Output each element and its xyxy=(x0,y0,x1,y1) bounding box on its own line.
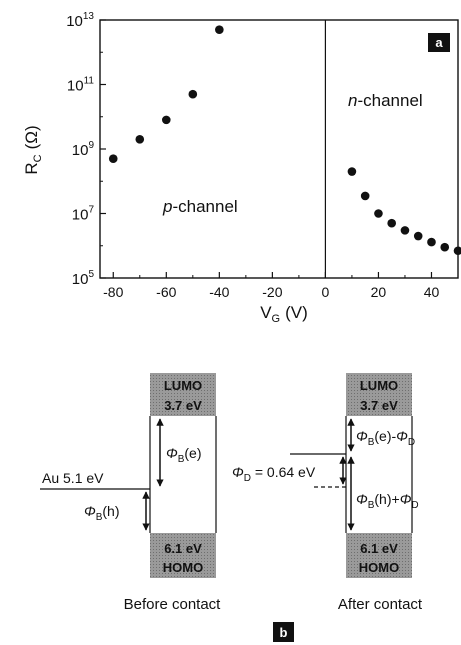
data-point xyxy=(188,89,198,99)
panel-b-badge xyxy=(273,622,294,642)
panel-a-badge xyxy=(428,33,450,52)
lumo-energy: 3.7 eV xyxy=(164,398,202,413)
data-point xyxy=(427,237,436,247)
y-axis-title: RC(Ω) xyxy=(22,125,44,174)
y-tick-label: 1013 xyxy=(66,11,94,30)
x-tick-label: -40 xyxy=(209,284,229,300)
diagram-before-contact: LUMO 3.7 eV 6.1 eV HOMO Au 5.1 eV ΦB(e) … xyxy=(40,373,221,613)
panel-a-label: a xyxy=(435,35,443,50)
data-point xyxy=(440,242,450,252)
x-tick-label: 40 xyxy=(424,284,440,300)
diagram-after-contact: LUMO 3.7 eV 6.1 eV HOMO ΦD = 0.64 eV ΦB(… xyxy=(232,373,423,613)
homo-energy: 6.1 eV xyxy=(360,541,398,556)
y-tick-label: 105 xyxy=(72,269,95,288)
caption-before-contact: Before contact xyxy=(124,596,222,613)
homo-label: HOMO xyxy=(359,560,399,575)
data-point xyxy=(413,231,423,241)
au-label: Au 5.1 eV xyxy=(42,470,104,486)
phi-e-label: ΦB(e) xyxy=(166,445,202,465)
data-point xyxy=(135,134,145,144)
y-axis: 105 107 109 1011 1013 xyxy=(66,11,106,288)
lumo-box xyxy=(150,373,216,416)
x-tick-label: -80 xyxy=(103,284,123,300)
x-axis-title: VG (V) xyxy=(260,303,308,325)
data-point xyxy=(387,218,397,228)
plot-frame xyxy=(99,19,459,279)
homo-box xyxy=(346,533,412,578)
homo-box xyxy=(150,533,216,578)
data-point xyxy=(360,191,370,201)
homo-energy: 6.1 eV xyxy=(164,541,202,556)
data-point xyxy=(453,246,461,256)
n-channel-label: n-channel xyxy=(348,91,423,110)
x-tick-label: -20 xyxy=(262,284,282,300)
chart-panel-a: -80 -60 -40 -20 0 20 40 105 107 109 1011 1013 a n-… xyxy=(22,11,461,325)
data-point xyxy=(161,115,171,125)
x-tick-label: 0 xyxy=(322,284,330,300)
phi-d-label: ΦD = 0.64 eV xyxy=(232,464,316,484)
data-point xyxy=(108,154,118,164)
lumo-energy: 3.7 eV xyxy=(360,398,398,413)
caption-after-contact: After contact xyxy=(338,596,423,613)
lumo-label: LUMO xyxy=(164,378,202,393)
data-point xyxy=(215,25,224,35)
phi-h-label: ΦB(h) xyxy=(84,503,120,523)
x-tick-label: -60 xyxy=(156,284,176,300)
homo-label: HOMO xyxy=(163,560,203,575)
lumo-box xyxy=(346,373,412,416)
data-point xyxy=(400,226,410,235)
y-tick-label: 107 xyxy=(72,205,95,224)
x-axis: -80 -60 -40 -20 0 20 40 xyxy=(103,272,459,300)
y-tick-label: 109 xyxy=(72,140,95,159)
data-point xyxy=(374,209,383,218)
panel-b-label: b xyxy=(280,625,288,640)
phi-e-minus-d-label: ΦB(e)-ΦD xyxy=(356,428,415,448)
lumo-label: LUMO xyxy=(360,378,398,393)
data-point xyxy=(347,167,357,176)
p-channel-label: p-channel xyxy=(162,197,238,216)
x-tick-label: 20 xyxy=(371,284,387,300)
y-tick-label: 1011 xyxy=(67,76,95,95)
phi-h-plus-d-label: ΦB(h)+ΦD xyxy=(356,491,419,511)
data-points xyxy=(108,25,461,256)
